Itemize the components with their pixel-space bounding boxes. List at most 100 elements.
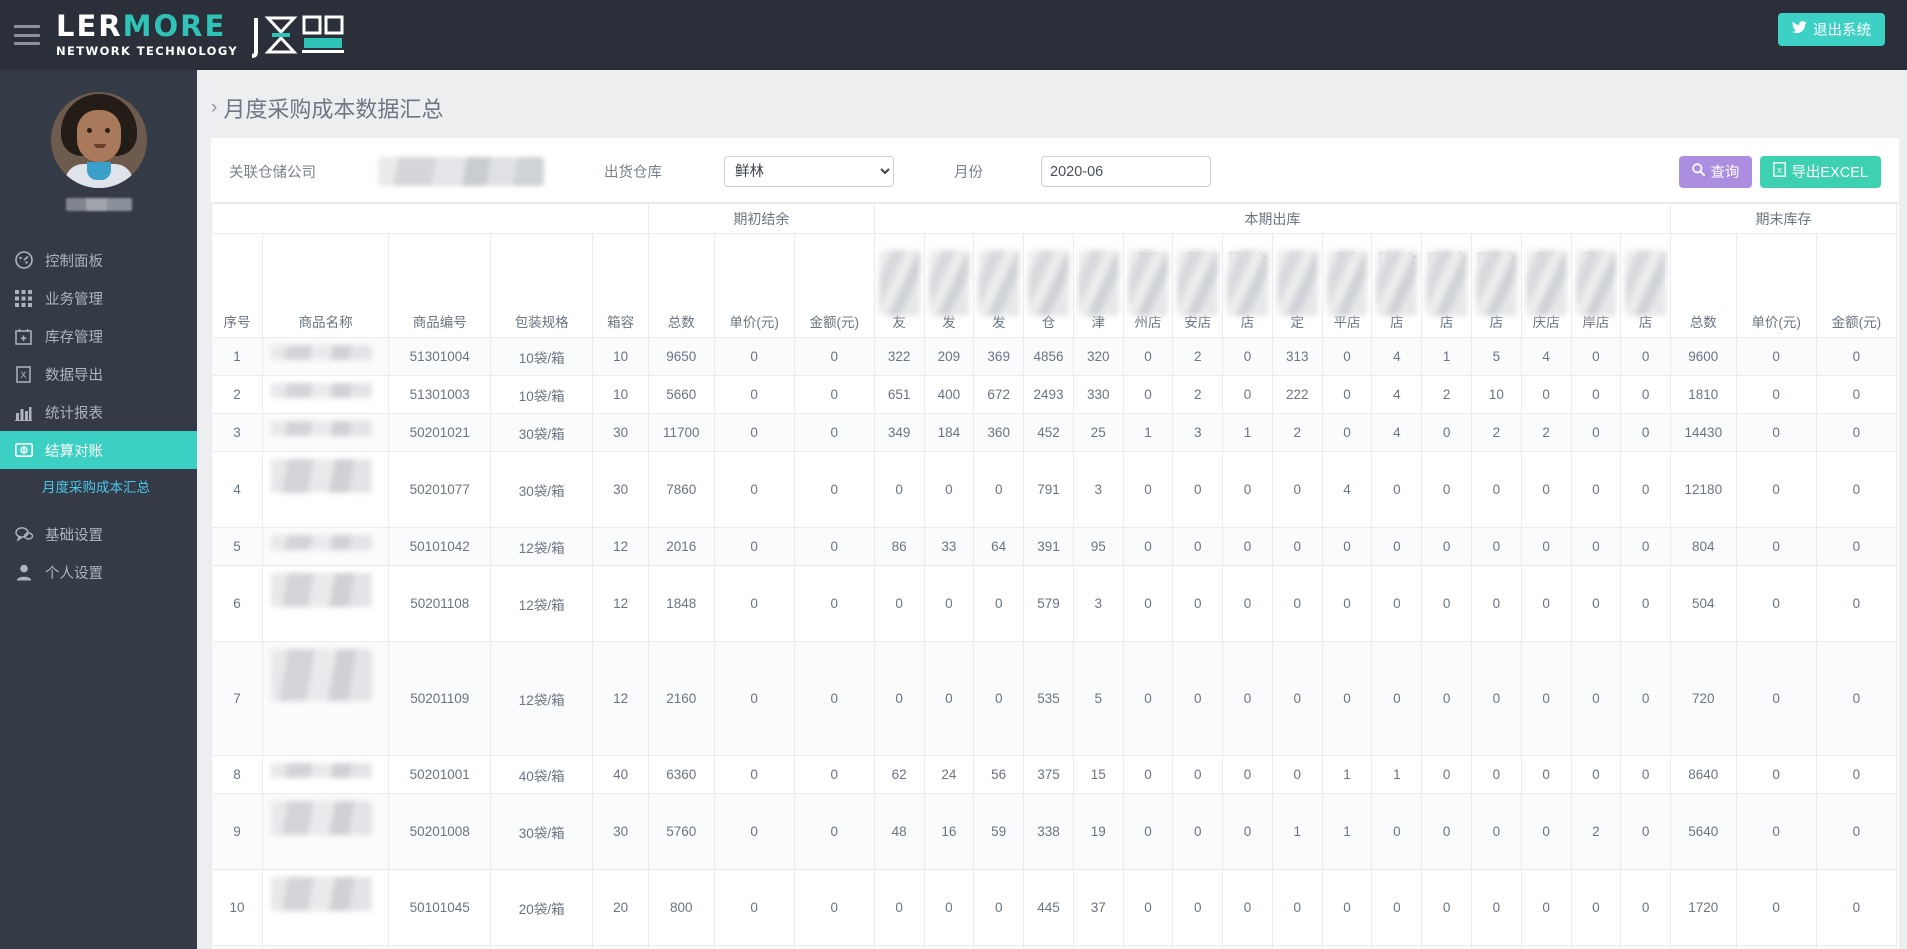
cell-opening-value: 0	[793, 527, 875, 566]
sidebar-item-data-export[interactable]: X 数据导出	[0, 355, 197, 393]
cell-outbound-value: 0	[923, 641, 975, 756]
cell-package-spec: 40袋/箱	[490, 945, 594, 949]
column-header-label: 店	[1240, 315, 1255, 330]
sidebar-item-basic-settings[interactable]: 基础设置	[0, 515, 197, 553]
logout-label: 退出系统	[1813, 23, 1871, 39]
cell-outbound-value: 0	[1371, 945, 1423, 949]
cell-opening-value: 0	[713, 793, 795, 870]
cell-opening-value: 0	[713, 375, 795, 414]
money-icon	[14, 441, 33, 460]
sidebar-item-settlement[interactable]: 结算对账	[0, 431, 197, 469]
sidebar-item-dashboard[interactable]: 控制面板	[0, 241, 197, 279]
table-row[interactable]: 10 50101045 20袋/箱 20 800 0 0 0 0 0 445 37 0 0 0 0 0 0 0 0 0 0…	[211, 869, 1898, 946]
cell-closing-value: 0	[1735, 337, 1817, 376]
cell-opening-value: 0	[713, 869, 795, 946]
brand-name-part2: MORE	[122, 9, 227, 44]
column-header-redacted	[878, 250, 920, 316]
column-header-opening: 总数	[648, 233, 715, 338]
column-header-outbound: 店南京仓	[1421, 233, 1472, 338]
cell-outbound-value: 0	[1271, 755, 1323, 794]
product-name-redacted	[270, 421, 373, 436]
cell-opening-value: 0	[793, 755, 875, 794]
table-row[interactable]: 3 50201021 30袋/箱 30 11700 0 0 349 184 360 452 25 1 3 1…	[211, 413, 1898, 452]
cell-outbound-value: 4	[1371, 413, 1423, 452]
sidebar-item-label: 统计报表	[45, 405, 103, 422]
column-header-label: 州店	[1134, 315, 1162, 330]
query-button[interactable]: 查询	[1679, 155, 1753, 188]
cell-outbound-value: 791	[1023, 451, 1074, 528]
table-group-header: 本期出库	[873, 203, 1672, 234]
cell-outbound-value: 86	[873, 527, 925, 566]
column-header-label: 金额(元)	[1831, 315, 1882, 330]
cell-outbound-value: 0	[1271, 641, 1323, 756]
column-header-label: 安店	[1184, 315, 1212, 330]
product-name-redacted	[270, 535, 373, 550]
table-row[interactable]: 115020100740袋/箱4072000040174434620100100…	[211, 945, 1898, 949]
month-label: 月份	[954, 165, 983, 181]
table-row[interactable]: 5 50101042 12袋/箱 12 2016 0 0 86 33 64 391 95 0 0 0 0 0 0 0…	[211, 527, 1898, 566]
cell-outbound-value: 0	[1470, 527, 1522, 566]
column-header-redacted	[1326, 250, 1368, 316]
cell-outbound-value: 0	[1371, 869, 1423, 946]
filter-actions: 查询 x 导出EXCEL	[1679, 155, 1881, 188]
sidebar-item-business[interactable]: 业务管理	[0, 279, 197, 317]
main-content: › 月度采购成本数据汇总 关联仓储公司 出货仓库 鲜林 月份	[197, 70, 1907, 949]
query-label: 查询	[1710, 165, 1740, 181]
table-row[interactable]: 8 50201001 40袋/箱 40 6360 0 0 62 24 56 375 15 0 0 0 0 1 1 0…	[211, 755, 1898, 794]
cell-opening-value: 0	[793, 945, 875, 949]
column-header-outbound: 店昆山仓	[1371, 233, 1423, 338]
cell-outbound-value: 5	[1470, 337, 1522, 376]
cell-outbound-value: 0	[1172, 565, 1224, 642]
cell-outbound-value: 44	[973, 945, 1025, 949]
table-row[interactable]: 1 51301004 10袋/箱 10 9650 0 0 322 209 369 4856 320 0 2…	[211, 337, 1898, 376]
column-header-outbound: 定	[1271, 233, 1323, 338]
month-input[interactable]	[1041, 156, 1211, 187]
sidebar-item-reports[interactable]: 统计报表	[0, 393, 197, 431]
logout-button[interactable]: 退出系统	[1778, 13, 1885, 46]
table-row[interactable]: 2 51301003 10袋/箱 10 5660 0 0 651 400 672 2493 330 0 2…	[211, 375, 1898, 414]
cell-outbound-value: 4	[1520, 337, 1572, 376]
cell-product-code: 51301004	[388, 337, 492, 376]
sidebar-item-label: 基础设置	[45, 527, 103, 544]
export-excel-button[interactable]: x 导出EXCEL	[1760, 155, 1881, 188]
cell-outbound-value: 0	[1172, 755, 1224, 794]
data-table-wrapper[interactable]: 期初结余 本期出库 期末库存 序号 商品名称 商品编号 包装规格 箱容 总数 单价(元) 金额(元…	[211, 203, 1899, 949]
warehouse-select[interactable]: 鲜林	[724, 156, 894, 187]
company-input-redacted[interactable]	[378, 157, 544, 186]
cell-closing-value: 0	[1735, 793, 1817, 870]
cell-package-spec: 40袋/箱	[490, 755, 594, 794]
hamburger-icon[interactable]	[14, 25, 40, 45]
column-header-label: 箱容	[607, 315, 635, 330]
cell-outbound-value: 0	[1222, 451, 1273, 528]
cell-opening-value: 0	[713, 337, 795, 376]
cell-outbound-value: 346	[1023, 945, 1074, 949]
sidebar-item-personal-settings[interactable]: 个人设置	[0, 553, 197, 591]
cell-outbound-value: 95	[1072, 527, 1124, 566]
table-row[interactable]: 4 50201077 30袋/箱 30 7860 0 0 0 0 0 791 3 0 0 0 0 4 0 0 0 0 0 0…	[211, 451, 1898, 528]
table-row[interactable]: 9 50201008 30袋/箱 30 5760 0 0 48 16 59 338 19 0 0 0 1 1 0 0…	[211, 793, 1898, 870]
cell-opening-value: 11700	[648, 413, 715, 452]
chevron-right-icon: ›	[211, 97, 218, 118]
cell-outbound-value: 0	[1570, 565, 1622, 642]
cell-outbound-value: 0	[1570, 755, 1622, 794]
cell-outbound-value: 0	[1520, 869, 1572, 946]
table-row[interactable]: 6 50201108 12袋/箱 12 1848 0 0 0 0 0 579 3 0 0 0 0 0 0 0 0 0 0 0…	[211, 565, 1898, 642]
cell-opening-value: 6360	[648, 755, 715, 794]
cell-index: 7	[211, 641, 263, 756]
avatar[interactable]	[50, 92, 147, 188]
column-header-label: 平店	[1333, 315, 1361, 330]
column-header-label: 发	[991, 315, 1006, 330]
cell-outbound-value: 0	[1222, 793, 1273, 870]
cell-outbound-value: 0	[1172, 451, 1224, 528]
column-header-opening: 单价(元)	[713, 233, 795, 338]
product-name-redacted	[270, 573, 373, 607]
sidebar-subitem-monthly-cost[interactable]: 月度采购成本汇总	[42, 480, 150, 495]
cell-index: 8	[211, 755, 263, 794]
cell-index: 10	[211, 869, 263, 946]
cell-outbound-value: 0	[1520, 755, 1572, 794]
sidebar-item-inventory[interactable]: 库存管理	[0, 317, 197, 355]
cell-outbound-value: 0	[923, 869, 975, 946]
table-row[interactable]: 7 50201109 12袋/箱 12 2160 0 0 0 0 0 535 5 0 0 0 0 0 0 0 0 0 0 0…	[211, 641, 1898, 756]
cell-closing-value: 0	[1815, 375, 1898, 414]
cell-opening-value: 0	[793, 451, 875, 528]
